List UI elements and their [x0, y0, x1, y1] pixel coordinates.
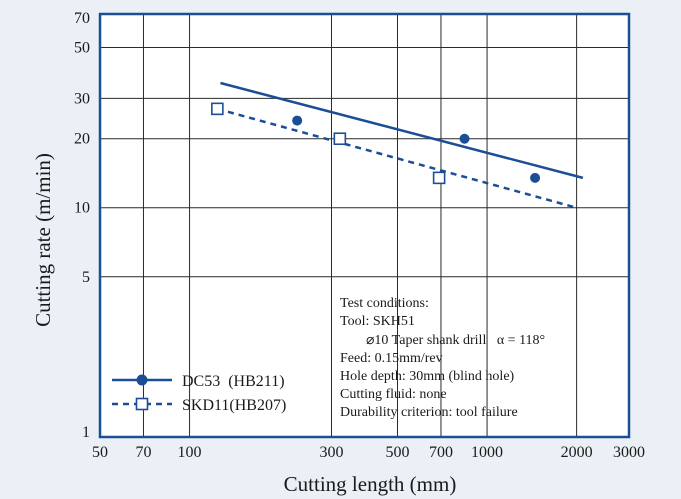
series-dc53-point	[459, 133, 470, 144]
x-tick-label: 500	[386, 444, 410, 461]
x-tick-label: 1000	[471, 444, 503, 461]
note-line: ⌀10 Taper shank drill α = 118°	[366, 333, 545, 348]
y-tick-label: 50	[74, 40, 90, 57]
x-tick-label: 70	[135, 444, 151, 461]
y-tick-label: 30	[74, 90, 90, 107]
series-skd11-point	[333, 132, 347, 146]
y-tick-label: 1	[82, 424, 90, 441]
note-line: Hole depth: 30mm (blind hole)	[340, 369, 515, 384]
legend: DC53 (HB211) SKD11(HB207)	[112, 373, 286, 414]
series-dc53-point	[292, 115, 303, 126]
note-line: Feed: 0.15mm/rev	[340, 351, 443, 366]
y-tick-label: 70	[74, 10, 90, 27]
x-tick-label: 100	[178, 444, 202, 461]
legend-dc53-marker	[136, 374, 148, 386]
x-tick-label: 2000	[561, 444, 593, 461]
y-tick-label: 5	[82, 269, 90, 286]
plot-frame	[98, 12, 631, 439]
series-dc53-trend-line	[220, 81, 584, 180]
test-conditions-note: Test conditions: Tool: SKH51 ⌀10 Taper s…	[340, 296, 545, 420]
legend-skd11-label: SKD11(HB207)	[182, 397, 286, 414]
note-line: Tool: SKH51	[340, 314, 415, 329]
x-axis-title: Cutting length (mm)	[284, 472, 457, 496]
plot-area	[100, 14, 629, 437]
series-skd11-trend-line	[217, 107, 577, 209]
series-skd11-point	[211, 102, 224, 116]
legend-skd11-marker	[135, 397, 149, 411]
series-layer	[211, 81, 584, 209]
note-line: Cutting fluid: none	[340, 387, 447, 402]
plot-frame-layer	[98, 12, 631, 439]
series-skd11-point	[432, 171, 446, 185]
legend-dc53-label: DC53 (HB211)	[182, 373, 285, 390]
x-tick-label: 700	[429, 444, 453, 461]
grid	[100, 14, 629, 437]
note-line: Test conditions:	[340, 296, 429, 311]
series-dc53-point	[530, 172, 541, 183]
note-line: Durability criterion: tool failure	[340, 405, 518, 420]
x-tick-label: 300	[320, 444, 344, 461]
tick-labels: 50 70 100 300 500 700 1000 2000 3000 1 5 10 20 30 50 70	[74, 10, 645, 461]
x-tick-label: 50	[92, 444, 108, 461]
y-tick-label: 10	[74, 200, 90, 217]
x-tick-label: 3000	[613, 444, 645, 461]
y-axis-title: Cutting rate (m/min)	[31, 153, 55, 327]
y-tick-label: 20	[74, 131, 90, 148]
